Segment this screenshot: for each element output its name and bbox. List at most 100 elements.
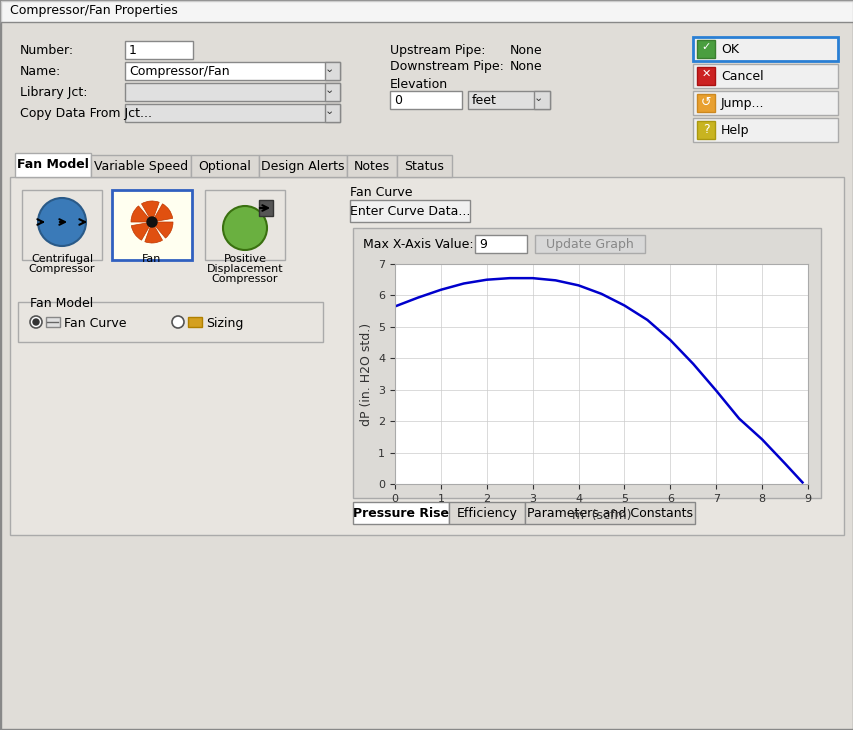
Bar — [325, 104, 339, 122]
Text: Notes: Notes — [353, 160, 390, 173]
Text: feet: feet — [472, 94, 496, 107]
Circle shape — [147, 217, 157, 227]
Bar — [390, 91, 461, 109]
Text: Centrifugal: Centrifugal — [31, 254, 93, 264]
Bar — [692, 64, 837, 88]
Text: Fan: Fan — [142, 254, 161, 264]
Bar — [258, 200, 273, 216]
Bar — [352, 502, 449, 524]
Text: Copy Data From Jct...: Copy Data From Jct... — [20, 107, 152, 120]
Text: ✕: ✕ — [700, 69, 710, 79]
Bar — [125, 62, 339, 80]
Text: ?: ? — [702, 123, 709, 136]
Text: ⌄: ⌄ — [324, 85, 334, 95]
Y-axis label: dP (in. H2O std.): dP (in. H2O std.) — [359, 323, 372, 426]
Bar — [188, 317, 202, 327]
Wedge shape — [131, 222, 152, 240]
Text: Sizing: Sizing — [206, 317, 243, 330]
Circle shape — [30, 316, 42, 328]
Bar — [696, 40, 714, 58]
Bar — [449, 502, 525, 524]
Bar — [46, 317, 60, 327]
Text: Downstream Pipe:: Downstream Pipe: — [390, 60, 503, 73]
Text: 1: 1 — [129, 44, 136, 57]
Text: Name:: Name: — [20, 65, 61, 78]
Text: Positive: Positive — [223, 254, 266, 264]
Bar — [112, 190, 192, 260]
Bar — [191, 155, 258, 177]
Bar — [91, 155, 191, 177]
Text: Update Graph: Update Graph — [545, 238, 633, 251]
Circle shape — [38, 198, 86, 246]
Text: Upstream Pipe:: Upstream Pipe: — [390, 44, 485, 57]
Bar — [205, 190, 285, 260]
Text: OK: OK — [720, 43, 738, 56]
Bar — [352, 228, 820, 498]
Wedge shape — [131, 206, 152, 222]
Text: Compressor/Fan: Compressor/Fan — [129, 65, 229, 78]
Circle shape — [171, 316, 183, 328]
Text: Compressor: Compressor — [212, 274, 278, 284]
Text: Elevation: Elevation — [390, 78, 448, 91]
Bar — [18, 302, 322, 342]
Bar — [534, 235, 644, 253]
Text: Jump...: Jump... — [720, 97, 763, 110]
Text: Library Jct:: Library Jct: — [20, 86, 87, 99]
Text: Fan Model: Fan Model — [30, 297, 93, 310]
Bar — [346, 155, 397, 177]
Bar — [533, 91, 549, 109]
Text: ↺: ↺ — [700, 96, 711, 109]
Wedge shape — [142, 201, 159, 222]
Text: ✓: ✓ — [700, 42, 710, 52]
Bar — [696, 67, 714, 85]
Text: None: None — [509, 44, 542, 57]
Bar — [525, 502, 694, 524]
Wedge shape — [145, 222, 162, 243]
Bar — [467, 91, 549, 109]
Text: Optional: Optional — [199, 160, 251, 173]
Text: Efficiency: Efficiency — [456, 507, 517, 520]
Text: Fan Model: Fan Model — [17, 158, 89, 171]
Text: Design Alerts: Design Alerts — [261, 160, 345, 173]
Bar — [125, 83, 339, 101]
Text: Enter Curve Data...: Enter Curve Data... — [350, 205, 470, 218]
Text: Max X-Axis Value:: Max X-Axis Value: — [363, 238, 473, 251]
Bar — [350, 200, 469, 222]
Text: None: None — [509, 60, 542, 73]
Bar — [696, 94, 714, 112]
Wedge shape — [152, 204, 172, 222]
Text: Parameters and Constants: Parameters and Constants — [526, 507, 692, 520]
Text: Variable Speed: Variable Speed — [94, 160, 188, 173]
Text: ⌄: ⌄ — [324, 64, 334, 74]
Bar — [1, 1, 852, 23]
Bar — [692, 37, 837, 61]
Bar — [692, 118, 837, 142]
Circle shape — [33, 319, 39, 325]
Wedge shape — [152, 222, 173, 238]
Bar — [474, 235, 526, 253]
Bar — [325, 83, 339, 101]
Text: Fan Curve: Fan Curve — [64, 317, 126, 330]
X-axis label: m' (scfm): m' (scfm) — [571, 510, 630, 522]
Circle shape — [223, 206, 267, 250]
Text: Pressure Rise: Pressure Rise — [352, 507, 449, 520]
Text: Number:: Number: — [20, 44, 74, 57]
Text: ⌄: ⌄ — [324, 106, 334, 116]
Bar — [10, 177, 843, 535]
Text: Displacement: Displacement — [206, 264, 283, 274]
Bar — [397, 155, 451, 177]
Bar — [258, 155, 346, 177]
Text: Compressor: Compressor — [29, 264, 96, 274]
Bar — [22, 190, 102, 260]
Text: 0: 0 — [393, 94, 402, 107]
Text: Compressor/Fan Properties: Compressor/Fan Properties — [10, 4, 177, 17]
Bar — [12, 179, 841, 533]
Text: 9: 9 — [479, 238, 486, 251]
Bar — [692, 91, 837, 115]
Bar — [125, 41, 193, 59]
Text: ⌄: ⌄ — [532, 93, 542, 103]
Bar — [325, 62, 339, 80]
Text: Help: Help — [720, 124, 749, 137]
Text: Fan Curve: Fan Curve — [350, 186, 412, 199]
Bar — [125, 104, 339, 122]
